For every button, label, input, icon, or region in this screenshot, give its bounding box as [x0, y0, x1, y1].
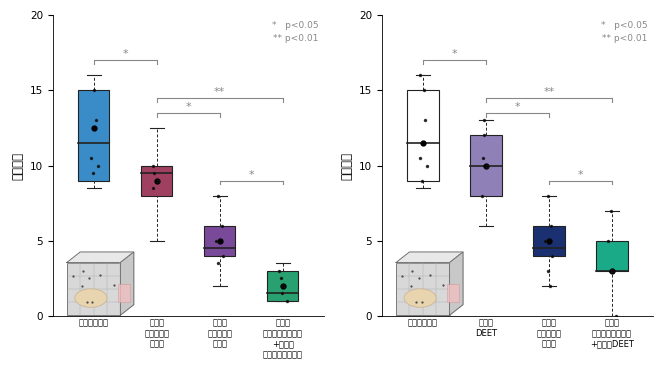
- Bar: [470, 135, 501, 196]
- FancyBboxPatch shape: [67, 263, 120, 315]
- Polygon shape: [120, 252, 133, 315]
- Text: *   p<0.05
** p<0.01: * p<0.05 ** p<0.01: [272, 21, 318, 43]
- Text: *: *: [578, 170, 583, 180]
- Y-axis label: 處降頻数: 處降頻数: [341, 151, 353, 179]
- Text: *: *: [185, 102, 191, 112]
- Bar: [78, 90, 110, 181]
- Text: *: *: [515, 102, 520, 112]
- Ellipse shape: [404, 289, 436, 307]
- Bar: [596, 241, 627, 271]
- Polygon shape: [396, 252, 463, 263]
- FancyBboxPatch shape: [396, 263, 450, 315]
- Text: *: *: [122, 50, 128, 60]
- Polygon shape: [450, 252, 463, 315]
- Bar: [533, 226, 564, 256]
- FancyBboxPatch shape: [447, 283, 459, 302]
- Bar: [267, 271, 298, 301]
- Polygon shape: [67, 252, 133, 263]
- Text: *   p<0.05
** p<0.01: * p<0.05 ** p<0.01: [601, 21, 647, 43]
- Text: **: **: [543, 87, 554, 97]
- Y-axis label: 處降頻数: 處降頻数: [11, 151, 24, 179]
- Bar: [407, 90, 439, 181]
- Bar: [141, 165, 173, 196]
- FancyBboxPatch shape: [118, 283, 129, 302]
- Text: *: *: [452, 50, 457, 60]
- Text: **: **: [214, 87, 225, 97]
- Text: *: *: [248, 170, 254, 180]
- Ellipse shape: [75, 289, 107, 307]
- Bar: [204, 226, 236, 256]
